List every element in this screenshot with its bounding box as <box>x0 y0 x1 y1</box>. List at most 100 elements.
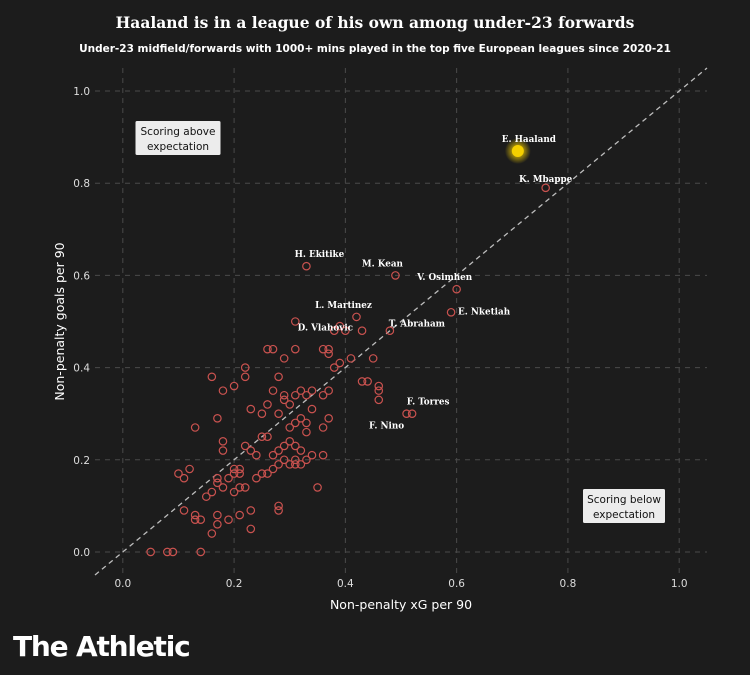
data-point <box>257 469 267 478</box>
data-point <box>363 377 372 386</box>
data-point <box>218 386 228 395</box>
data-point <box>201 492 211 501</box>
data-point <box>279 354 289 363</box>
data-point <box>290 441 300 451</box>
data-point <box>263 400 272 409</box>
data-point <box>235 483 244 492</box>
data-point <box>285 423 295 432</box>
data-point <box>335 321 345 331</box>
data-point <box>324 349 333 359</box>
labeled-data-point <box>541 183 550 193</box>
data-point <box>263 469 272 478</box>
annotation-above-line-1: Scoring above <box>141 126 216 138</box>
point-label: T. Abraham <box>389 320 446 330</box>
data-point <box>235 469 244 478</box>
data-point <box>213 519 222 529</box>
data-point <box>302 427 311 437</box>
data-point <box>374 395 384 405</box>
y-tick-label: 0.4 <box>73 363 90 375</box>
y-tick-label: 0.2 <box>73 455 90 467</box>
annotation-below-line-2: expectation <box>593 509 655 521</box>
y-tick-label: 1.0 <box>73 86 90 98</box>
data-point <box>268 450 278 460</box>
data-point <box>357 326 367 336</box>
data-point <box>179 506 189 515</box>
scatter-chart: 0.0 0.2 0.4 0.6 0.8 1.0 0.0 0.2 0.4 0.6 0.8 1.0 Non-… <box>52 67 708 612</box>
data-point <box>290 460 300 469</box>
data-point <box>290 390 300 400</box>
chart-title: Haaland is in a league of his own among … <box>115 13 635 32</box>
data-point <box>329 326 339 336</box>
data-point <box>302 418 311 428</box>
data-point <box>335 358 345 368</box>
data-point <box>263 432 272 442</box>
grid <box>94 67 708 576</box>
labeled-data-point <box>385 326 395 336</box>
y-tick-label: 0.6 <box>73 270 90 282</box>
data-point <box>279 455 289 465</box>
x-axis-title: Non-penalty xG per 90 <box>330 597 472 612</box>
brand-logo: The Athletic <box>13 630 191 663</box>
data-point <box>307 386 317 395</box>
point-labels: K. Mbappe H. Ekitike M. Kean L. Martinez V. … <box>295 135 573 432</box>
x-tick-label: 0.8 <box>560 578 577 590</box>
data-point <box>213 413 222 423</box>
y-tick-label: 0.0 <box>73 547 90 559</box>
labeled-data-point <box>446 307 456 317</box>
data-point <box>240 483 250 492</box>
data-point <box>357 377 367 386</box>
point-label: F. Torres <box>407 398 450 408</box>
data-point <box>274 501 283 511</box>
data-point <box>196 515 206 524</box>
labeled-data-point <box>341 326 350 336</box>
x-tick-label: 0.2 <box>226 578 243 590</box>
point-label: F. Nino <box>369 422 404 432</box>
highlight-label: E. Haaland <box>502 135 556 145</box>
annotation-below-line-1: Scoring below <box>587 494 661 506</box>
data-point <box>185 464 194 474</box>
data-point <box>268 464 278 474</box>
highlight-data-point <box>511 144 524 157</box>
data-point <box>302 390 311 400</box>
data-point <box>207 487 217 497</box>
data-point <box>279 395 289 405</box>
data-point <box>324 413 333 423</box>
data-point <box>213 478 222 488</box>
x-tick-label: 0.6 <box>448 578 465 590</box>
y-axis-title: Non-penalty goals per 90 <box>52 242 67 400</box>
data-point <box>252 473 261 483</box>
data-points <box>146 137 550 557</box>
data-point <box>290 344 300 354</box>
x-tick-label: 0.4 <box>337 578 354 590</box>
labeled-data-point <box>352 312 361 322</box>
data-point <box>207 372 217 382</box>
data-point <box>240 372 250 382</box>
data-point <box>318 450 328 460</box>
data-point <box>235 464 244 474</box>
data-point <box>313 483 322 492</box>
point-label: L. Martinez <box>315 301 372 311</box>
data-point <box>279 390 289 400</box>
data-point <box>229 381 239 391</box>
data-point <box>274 409 283 418</box>
point-label: E. Nketiah <box>458 307 511 317</box>
data-point <box>229 469 239 478</box>
labeled-data-point <box>452 284 461 294</box>
data-point <box>268 344 278 354</box>
data-point <box>307 404 317 414</box>
data-point <box>174 469 183 478</box>
point-label: H. Ekitike <box>295 250 345 260</box>
data-point <box>346 354 356 363</box>
point-label: K. Mbappe <box>519 175 573 185</box>
data-point <box>168 547 178 557</box>
point-label: M. Kean <box>362 259 404 269</box>
annotation-above-box <box>135 121 221 155</box>
data-point <box>302 455 311 465</box>
data-point <box>285 400 295 409</box>
data-point <box>296 446 306 455</box>
data-point <box>374 386 384 395</box>
data-point <box>179 473 189 483</box>
data-point <box>296 460 306 469</box>
x-tick-label: 0.0 <box>114 578 131 590</box>
data-point <box>318 390 328 400</box>
